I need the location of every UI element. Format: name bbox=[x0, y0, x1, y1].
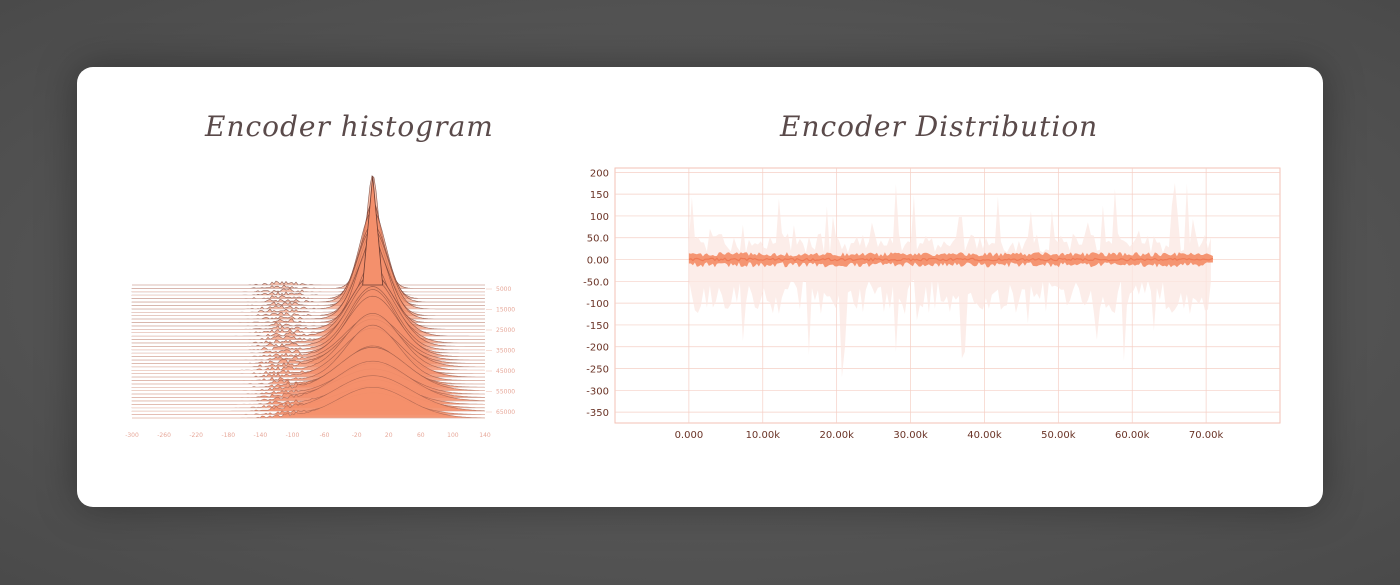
distribution-title: Encoder Distribution bbox=[780, 110, 1099, 143]
histogram-title: Encoder histogram bbox=[205, 110, 494, 143]
